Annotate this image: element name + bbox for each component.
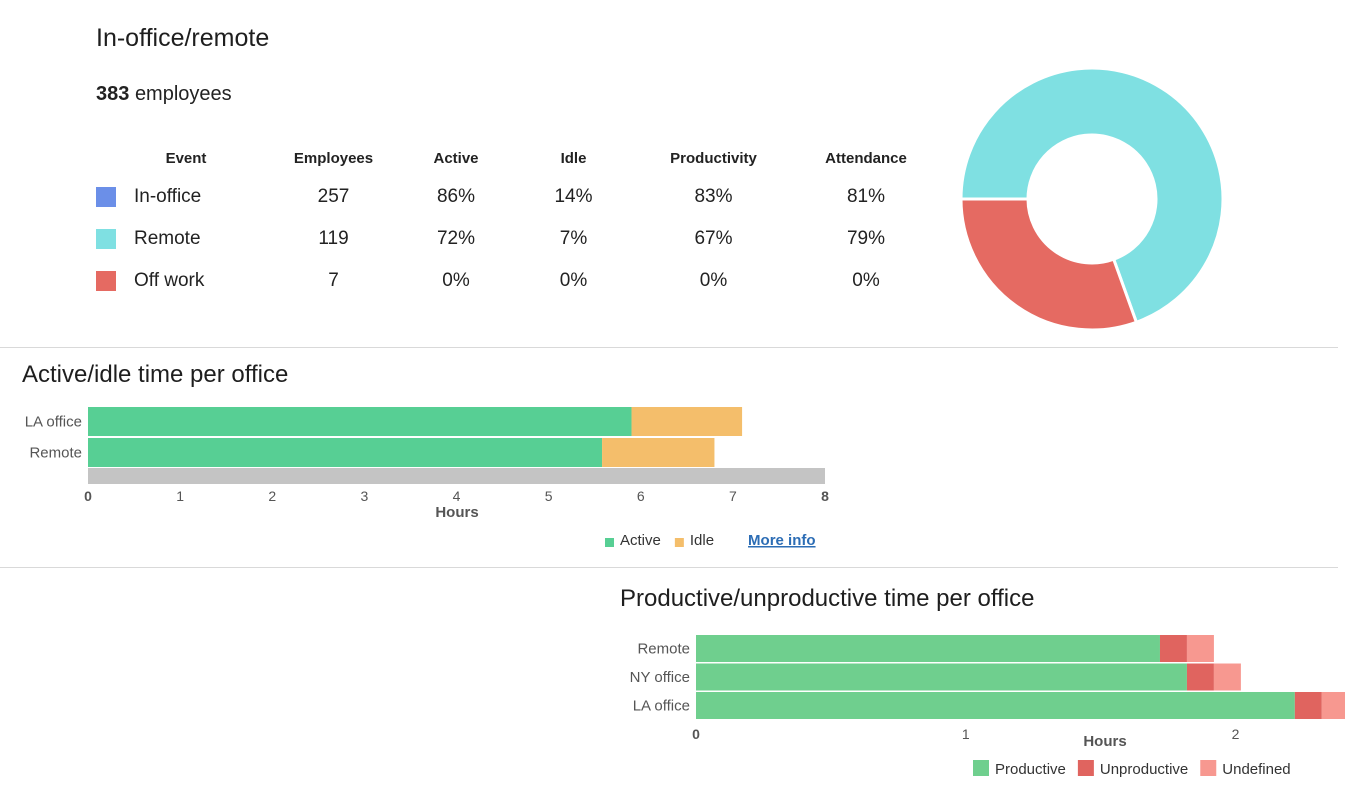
event-cell: In-office bbox=[96, 176, 276, 218]
x-tick-label: 4 bbox=[453, 488, 461, 504]
bar-undefined-remote[interactable] bbox=[1186, 635, 1214, 662]
employee-count-suffix: employees bbox=[134, 83, 232, 105]
bar-active-remote[interactable] bbox=[88, 438, 603, 467]
category-label: LA office bbox=[633, 698, 690, 715]
legend-label-idle: Idle bbox=[690, 532, 714, 549]
donut-chart bbox=[959, 66, 1225, 332]
x-axis-title: Hours bbox=[435, 504, 478, 521]
category-label: Remote bbox=[29, 445, 82, 462]
x-tick-label: 1 bbox=[176, 488, 184, 504]
legend-swatch-idle bbox=[674, 538, 684, 547]
active-idle-chart: LA office Remote 0 1 2 3 4 5 6 7 8 Hours Active Idle M… bbox=[25, 407, 829, 549]
productivity-cell: 67% bbox=[694, 228, 733, 249]
legend-label-active: Active bbox=[620, 532, 661, 549]
employee-summary: 383 employees bbox=[96, 83, 232, 106]
x-tick-label: 1 bbox=[962, 726, 970, 742]
section-divider bbox=[0, 347, 1338, 348]
section-title-in-office-remote: In-office/remote bbox=[96, 24, 270, 52]
employee-count: 383 bbox=[96, 83, 130, 105]
x-tick-label: 6 bbox=[637, 488, 645, 504]
bar-productive-la-office[interactable] bbox=[696, 692, 1295, 719]
x-axis-title: Hours bbox=[1083, 733, 1126, 750]
col-header-active: Active bbox=[433, 149, 479, 167]
legend-swatch-unproductive bbox=[1077, 760, 1094, 776]
donut-slice-off-work[interactable] bbox=[959, 197, 1139, 332]
section-divider bbox=[0, 567, 1338, 568]
category-label: Remote bbox=[637, 641, 690, 658]
x-tick-label: 0 bbox=[692, 726, 700, 742]
legend-label-undefined: Undefined bbox=[1222, 761, 1290, 778]
employees-cell: 119 bbox=[318, 228, 349, 249]
productivity-cell: 0% bbox=[699, 270, 728, 291]
bar-undefined-ny-office[interactable] bbox=[1213, 663, 1241, 691]
event-label: In-office bbox=[134, 186, 202, 207]
table-row: In-office 257 86% 14% 83% 81% bbox=[96, 176, 931, 218]
legend-swatch-undefined bbox=[1200, 760, 1217, 776]
active-cell: 72% bbox=[436, 228, 476, 249]
col-header-idle: Idle bbox=[560, 149, 587, 167]
legend-label-unproductive: Unproductive bbox=[1100, 761, 1188, 778]
attendance-cell: 0% bbox=[852, 270, 880, 291]
legend-label-productive: Productive bbox=[995, 761, 1066, 778]
table-header-row: Event Employees Active Idle Productivity… bbox=[96, 140, 931, 176]
bar-unproductive-la-office[interactable] bbox=[1294, 692, 1322, 719]
category-label: LA office bbox=[25, 414, 82, 431]
attendance-cell: 81% bbox=[846, 186, 886, 207]
idle-cell: 7% bbox=[559, 228, 588, 249]
event-cell: Remote bbox=[96, 218, 276, 260]
table-row: Off work 7 0% 0% 0% 0% bbox=[96, 260, 931, 302]
legend-swatch-active bbox=[605, 538, 614, 547]
x-tick-label: 2 bbox=[1232, 726, 1240, 742]
col-header-employees: Employees bbox=[293, 149, 374, 167]
active-cell: 0% bbox=[442, 270, 470, 291]
event-table: Event Employees Active Idle Productivity… bbox=[96, 140, 931, 302]
productivity-cell: 83% bbox=[694, 186, 733, 207]
x-tick-label: 5 bbox=[545, 488, 553, 504]
x-tick-label: 0 bbox=[84, 488, 92, 504]
idle-cell: 0% bbox=[559, 270, 588, 291]
bar-productive-remote[interactable] bbox=[696, 635, 1160, 662]
legend-swatch-productive bbox=[973, 760, 989, 776]
legend-swatch-off-work bbox=[96, 270, 116, 291]
employees-cell: 7 bbox=[328, 270, 339, 291]
col-header-attendance: Attendance bbox=[825, 149, 907, 167]
chart-title-productive: Productive/unproductive time per office bbox=[620, 585, 1035, 612]
bar-active-la-office[interactable] bbox=[88, 407, 632, 436]
category-label: NY office bbox=[630, 669, 690, 686]
event-label: Remote bbox=[134, 228, 201, 249]
event-cell: Off work bbox=[96, 260, 276, 302]
bar-idle-remote[interactable] bbox=[602, 438, 715, 467]
event-label: Off work bbox=[134, 270, 205, 291]
x-tick-label: 2 bbox=[268, 488, 276, 504]
chart-title-active-idle: Active/idle time per office bbox=[22, 361, 289, 388]
attendance-cell: 79% bbox=[846, 228, 886, 249]
table-row: Remote 119 72% 7% 67% 79% bbox=[96, 218, 931, 260]
col-header-event: Event bbox=[165, 149, 207, 167]
employees-cell: 257 bbox=[317, 186, 350, 207]
bar-productive-ny-office[interactable] bbox=[696, 663, 1187, 691]
bar-undefined-la-office[interactable] bbox=[1321, 692, 1345, 719]
bar-idle-la-office[interactable] bbox=[631, 407, 743, 436]
active-cell: 86% bbox=[436, 186, 476, 207]
donut-slice-remote[interactable] bbox=[959, 66, 1225, 325]
background-bar bbox=[88, 468, 825, 484]
legend-swatch-remote bbox=[96, 228, 116, 249]
more-info-link[interactable]: More info bbox=[748, 532, 816, 549]
x-tick-label: 8 bbox=[821, 488, 829, 504]
bar-unproductive-ny-office[interactable] bbox=[1186, 663, 1214, 691]
bar-unproductive-remote[interactable] bbox=[1159, 635, 1187, 662]
x-tick-label: 7 bbox=[729, 488, 737, 504]
idle-cell: 14% bbox=[554, 186, 593, 207]
legend-swatch-in-office bbox=[96, 186, 116, 207]
x-tick-label: 3 bbox=[360, 488, 368, 504]
col-header-productivity: Productivity bbox=[670, 149, 757, 167]
